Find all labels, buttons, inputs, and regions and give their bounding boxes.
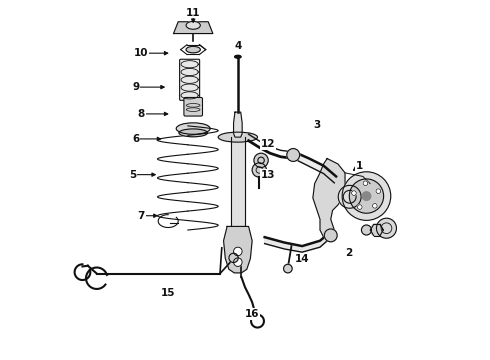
Circle shape — [342, 172, 391, 220]
Text: 14: 14 — [295, 253, 310, 264]
Circle shape — [349, 179, 384, 213]
Text: 11: 11 — [186, 8, 200, 18]
Ellipse shape — [176, 123, 210, 134]
FancyBboxPatch shape — [184, 98, 202, 116]
Text: 2: 2 — [345, 248, 352, 258]
Circle shape — [252, 163, 267, 177]
Polygon shape — [173, 22, 213, 33]
Ellipse shape — [186, 21, 200, 29]
Text: 12: 12 — [261, 139, 275, 149]
Text: 7: 7 — [138, 211, 145, 221]
Text: 6: 6 — [132, 134, 140, 144]
Text: 10: 10 — [134, 48, 148, 58]
Polygon shape — [231, 137, 245, 226]
Circle shape — [352, 191, 356, 195]
Circle shape — [324, 229, 337, 242]
Circle shape — [362, 192, 371, 201]
Text: 4: 4 — [234, 41, 242, 51]
Circle shape — [370, 224, 383, 237]
Ellipse shape — [218, 132, 258, 142]
Circle shape — [376, 189, 381, 193]
Polygon shape — [313, 158, 345, 237]
Circle shape — [363, 181, 368, 185]
Circle shape — [234, 247, 242, 256]
FancyBboxPatch shape — [180, 59, 199, 100]
Ellipse shape — [186, 46, 200, 53]
Polygon shape — [223, 226, 252, 273]
Circle shape — [287, 149, 300, 161]
Circle shape — [229, 253, 238, 262]
Circle shape — [357, 205, 362, 210]
Circle shape — [372, 203, 377, 208]
Text: 8: 8 — [138, 109, 145, 119]
Polygon shape — [234, 112, 242, 137]
Circle shape — [362, 225, 371, 235]
Circle shape — [234, 258, 242, 266]
Polygon shape — [293, 152, 336, 183]
Circle shape — [254, 153, 268, 167]
Text: 13: 13 — [261, 170, 275, 180]
Text: 15: 15 — [161, 288, 175, 297]
Text: 16: 16 — [245, 309, 259, 319]
Circle shape — [284, 264, 292, 273]
Text: 3: 3 — [313, 120, 320, 130]
Text: 9: 9 — [132, 82, 140, 92]
Ellipse shape — [235, 55, 241, 58]
Ellipse shape — [179, 129, 207, 137]
Text: 5: 5 — [129, 170, 136, 180]
Polygon shape — [265, 232, 331, 252]
Circle shape — [338, 185, 361, 208]
Circle shape — [376, 218, 396, 238]
Text: 1: 1 — [356, 161, 363, 171]
